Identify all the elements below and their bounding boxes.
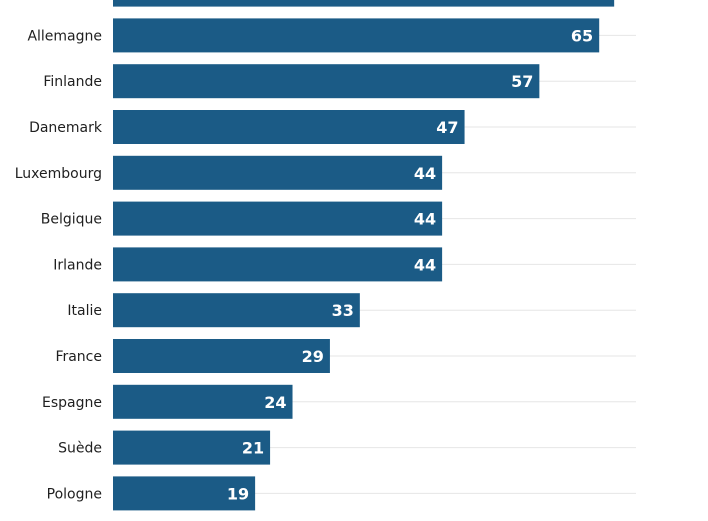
bar [113, 339, 330, 373]
value-label: 65 [571, 26, 593, 45]
value-labels: 65 57 47 44 44 44 33 29 24 21 19 [227, 26, 593, 503]
bar [113, 293, 360, 328]
category-label: Allemagne [27, 28, 102, 44]
value-label: 44 [414, 164, 436, 183]
bar [113, 384, 293, 419]
bar [113, 430, 271, 465]
value-label: 44 [414, 210, 436, 229]
value-label: 19 [227, 484, 249, 503]
bar [113, 64, 540, 99]
value-label: 44 [414, 255, 436, 274]
bar [113, 155, 443, 190]
bars [113, 0, 615, 511]
bar [113, 110, 465, 144]
value-label: 21 [242, 439, 264, 458]
value-label: 24 [264, 393, 286, 412]
bar [113, 476, 256, 511]
bar [113, 0, 615, 7]
category-label: Luxembourg [15, 166, 102, 182]
category-label: Suède [58, 441, 102, 457]
category-label: Italie [67, 303, 102, 319]
category-label: Pologne [47, 486, 102, 502]
category-label: Danemark [29, 120, 103, 136]
bar [113, 247, 443, 282]
value-label: 33 [332, 301, 354, 320]
category-labels: Allemagne Finlande Danemark Luxembourg Belgi… [15, 28, 103, 502]
category-label: Espagne [42, 395, 102, 411]
category-label: France [55, 349, 102, 365]
value-label: 57 [511, 72, 533, 91]
category-label: Belgique [41, 212, 102, 228]
value-label: 29 [302, 347, 324, 366]
category-label: Irlande [53, 257, 102, 273]
bar [113, 201, 443, 236]
value-label: 47 [436, 118, 458, 137]
category-label: Finlande [43, 74, 102, 90]
bar [113, 18, 600, 53]
